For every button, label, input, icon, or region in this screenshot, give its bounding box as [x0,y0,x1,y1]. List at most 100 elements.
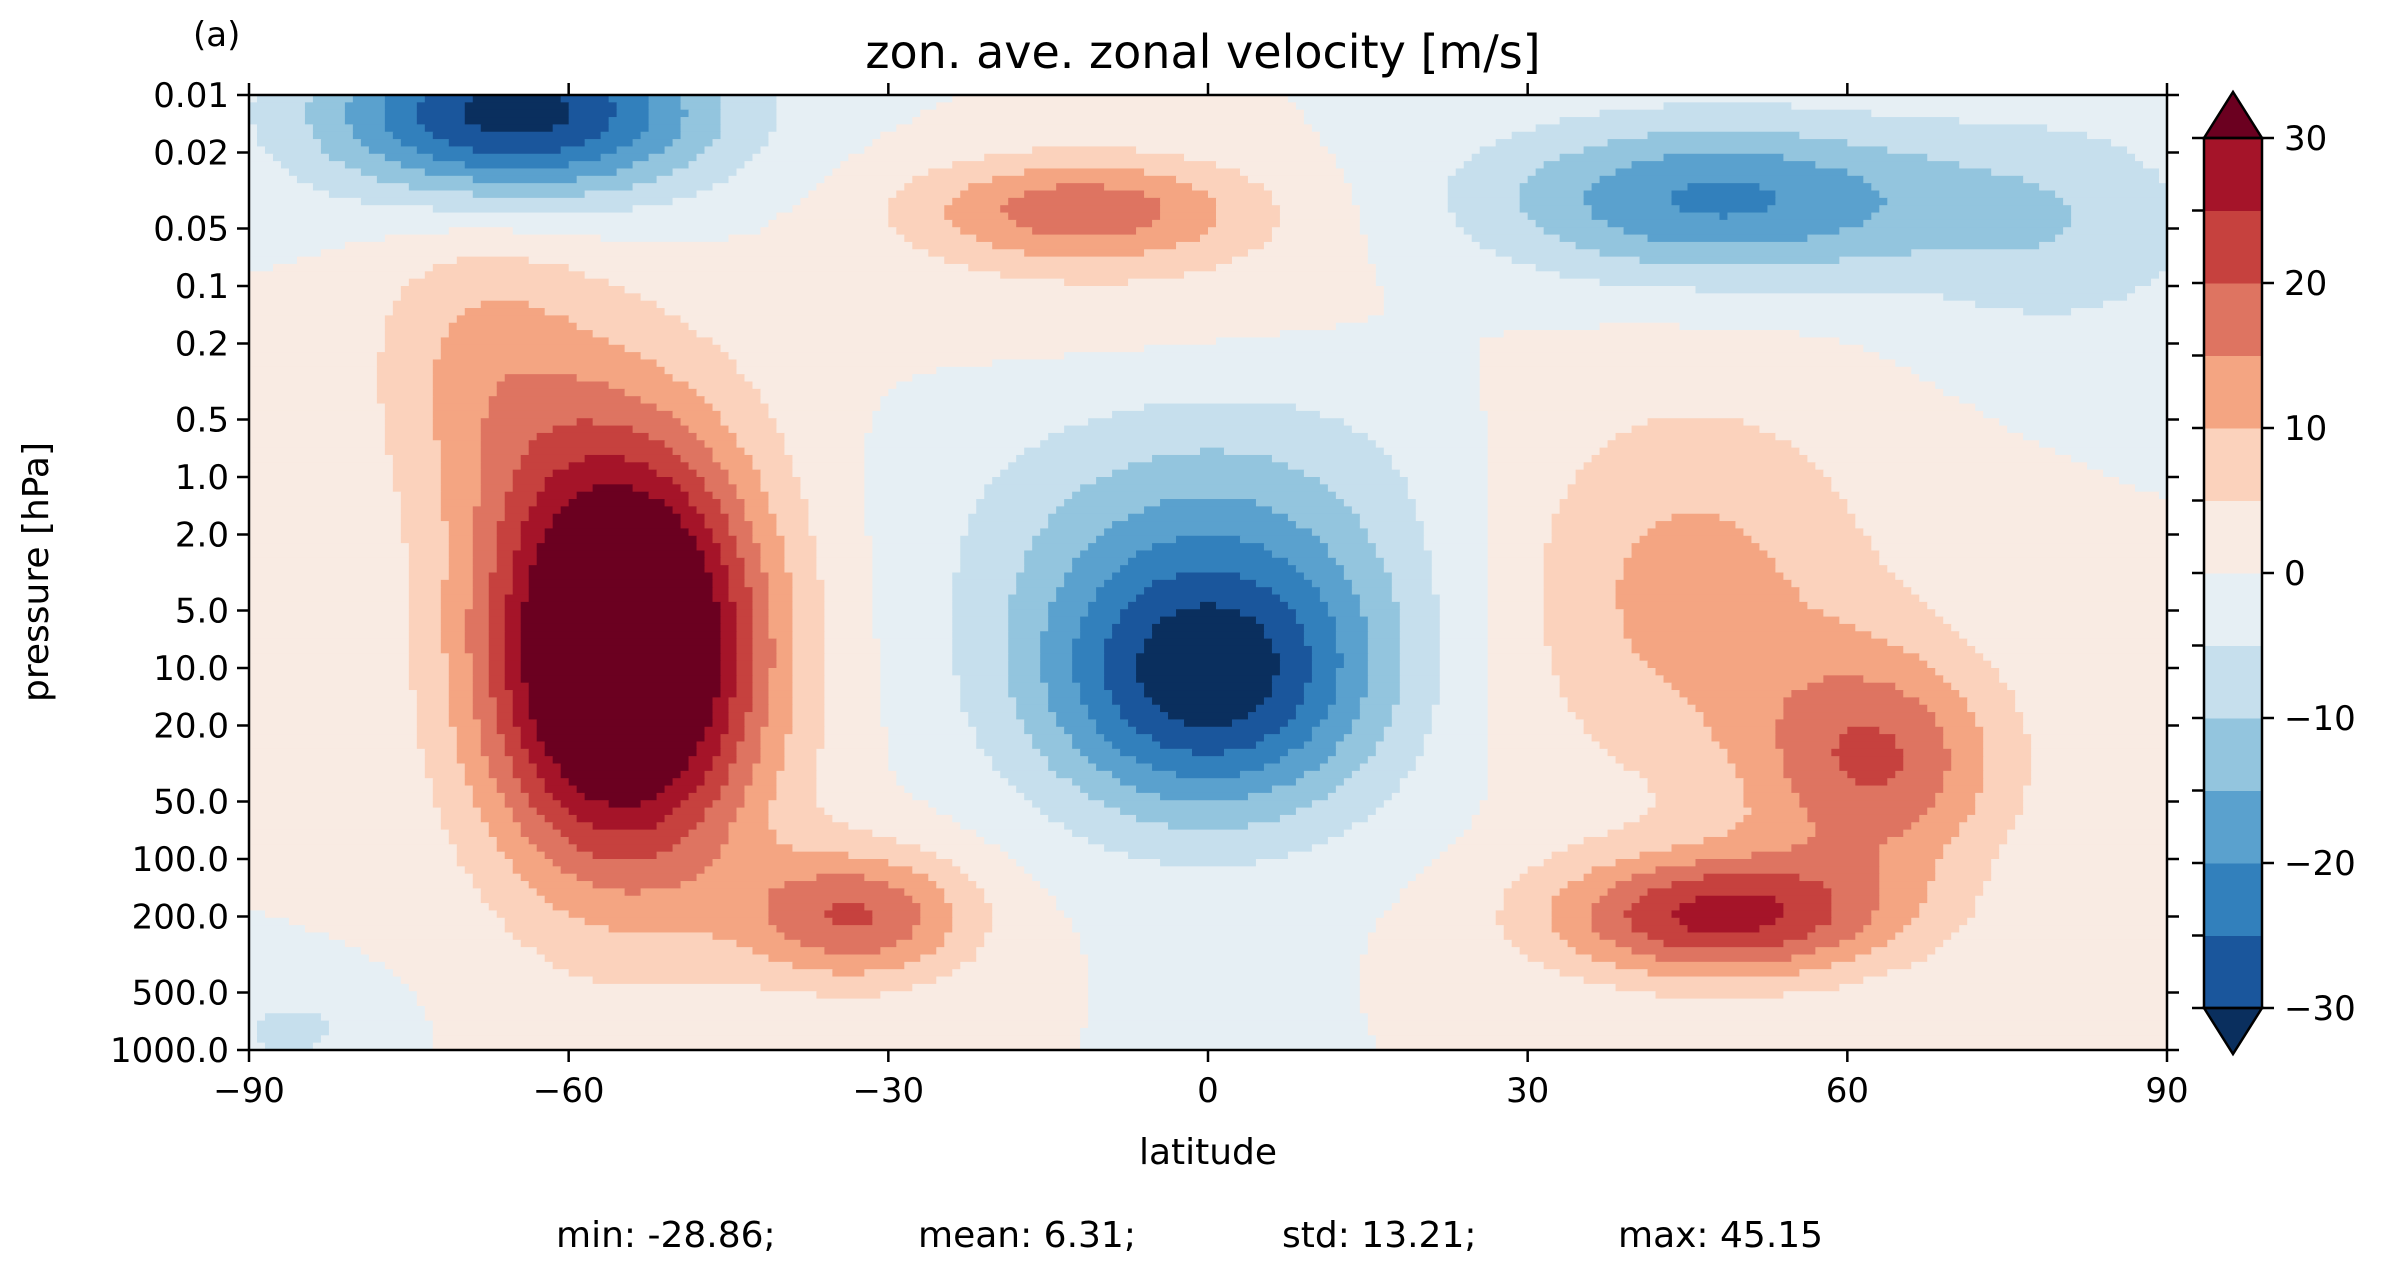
contour-cell [249,917,290,926]
contour-cell [440,337,610,346]
contour-cell [1591,734,1713,743]
contour-cell [1375,278,1601,287]
contour-cell [1439,697,1489,706]
contour-cell [1991,168,2160,177]
contour-cell [1663,939,1784,948]
contour-cell [1375,917,1497,926]
contour-cell [440,462,482,471]
contour-cell [1383,308,2024,316]
contour-cell [1567,704,1697,713]
contour-cell [1935,800,1976,809]
contour-cell [1295,712,1329,721]
contour-cell [249,293,402,302]
contour-cell [720,638,738,647]
contour-cell [1399,653,1441,662]
contour-cell [512,572,530,581]
contour-cell [520,631,722,640]
contour-cell [1623,565,1777,574]
contour-cell [1535,263,2167,272]
contour-cell [249,704,418,713]
contour-cell [472,881,530,889]
contour-cell [1487,535,1553,544]
contour-cell [1335,748,1377,757]
contour-cell [1000,844,1105,853]
contour-cell [376,366,434,375]
contour-cell [480,477,514,485]
contour-cell [1583,873,1633,882]
contour-cell [744,161,841,170]
contour-cell [384,234,602,243]
contour-cell [1791,954,1856,963]
contour-cell [488,763,514,772]
contour-cell [1759,183,1872,192]
contour-cell [440,807,482,816]
contour-cell [440,352,642,361]
contour-cell [249,925,306,934]
contour-cell [1072,734,1105,743]
contour-cell [1271,234,1369,243]
contour-cell [576,785,666,794]
contour-cell [1551,903,1593,912]
contour-cell [249,234,386,243]
contour-cell [776,102,937,111]
contour-cell [1839,763,1904,772]
contour-cell [1631,903,1681,912]
contour-cell [704,770,730,779]
contour-cell [760,748,786,757]
contour-cell [2007,836,2167,845]
contour-cell [249,932,330,941]
contour-cell [1487,719,1585,728]
contour-cell [480,300,530,309]
contour-cell [1607,219,1864,228]
contour-cell [824,623,873,632]
contour-cell [952,95,1289,103]
contour-cell [1887,565,2167,574]
contour-cell [1367,814,1473,823]
contour-cell [1943,675,2000,684]
contour-cell [800,477,865,485]
contour-cell [1247,792,1329,801]
contour-cell [1399,623,1441,632]
contour-cell [1072,645,1105,654]
contour-cell [504,925,610,934]
contour-cell [904,183,969,192]
contour-cell [424,271,586,280]
contour-cell [1208,227,1273,236]
x-tick-label: −90 [213,1071,285,1111]
contour-cell [912,932,945,941]
contour-cell [1479,344,1864,353]
contour-cell [1935,381,2167,390]
contour-cell [1847,506,2167,515]
contour-cell [488,770,514,779]
contour-cell [1367,1020,2167,1029]
contour-cell [1255,499,1345,507]
contour-cell [520,668,722,676]
contour-cell [752,778,778,787]
contour-cell [528,300,658,309]
contour-cell [256,95,314,103]
contour-cell [496,535,522,544]
contour-cell [1255,579,1313,588]
contour-cell [384,418,434,427]
contour-cell [408,631,442,640]
contour-cell [1631,543,1761,552]
contour-cell [1847,726,1880,735]
contour-cell [1032,535,1097,544]
contour-cell [1783,763,1840,772]
contour-cell [249,462,394,471]
contour-cell [1439,690,1489,698]
contour-cell [1943,851,2000,860]
contour-cell [504,374,578,383]
contour-cell [1927,954,2167,963]
contour-cell [712,572,730,581]
contour-cell [1112,469,1305,478]
contour-cell [920,109,1305,118]
contour-cell [872,410,1113,419]
contour-cell [1991,866,2167,875]
contour-cell [568,910,770,919]
contour-cell [1831,484,2136,493]
contour-cell [1271,638,1305,647]
contour-cell [1895,572,2167,581]
contour-cell [1024,550,1081,559]
contour-cell [249,653,410,662]
